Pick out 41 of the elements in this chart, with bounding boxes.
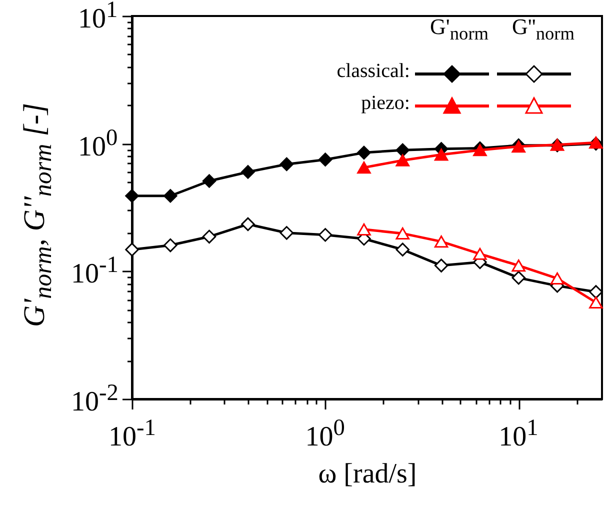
point — [434, 236, 448, 248]
point — [202, 230, 216, 244]
x-tick-label: 10$^{-1}$ — [108, 415, 156, 452]
point — [396, 154, 410, 166]
point — [241, 165, 255, 179]
point — [396, 242, 410, 256]
annotation: piezo: — [361, 92, 410, 115]
point — [357, 162, 371, 174]
point — [512, 259, 526, 272]
point — [473, 248, 487, 260]
point — [473, 144, 487, 156]
point — [280, 226, 294, 240]
point — [318, 152, 332, 166]
point — [125, 189, 139, 203]
point — [589, 296, 603, 309]
x-axis-title: ω [rad/s] — [318, 458, 417, 490]
x-tick-label: 10$^{0}$ — [305, 415, 345, 452]
point — [550, 272, 564, 284]
point — [434, 258, 448, 272]
point — [357, 146, 371, 160]
point — [125, 242, 139, 256]
point — [202, 174, 216, 188]
point — [241, 217, 255, 232]
point — [318, 228, 332, 242]
point — [164, 238, 178, 252]
y-tick-label: 10$^{1}$ — [78, 0, 118, 34]
point — [434, 148, 448, 161]
point — [164, 189, 178, 203]
y-tick-label: 10$^{-2}$ — [71, 380, 118, 418]
point — [396, 227, 410, 240]
annotation: classical: — [336, 60, 410, 83]
point — [280, 157, 294, 172]
y-tick-label: 10$^{0}$ — [78, 124, 118, 162]
point — [357, 223, 371, 236]
y-tick-label: 10$^{-1}$ — [71, 252, 118, 290]
point — [396, 143, 410, 157]
annotation: G'$_{norm}$ — [430, 14, 489, 44]
annotation: G''$_{norm}$ — [512, 14, 575, 44]
point — [589, 285, 603, 299]
x-tick-label: 10$^{1}$ — [498, 415, 538, 452]
point — [512, 270, 526, 285]
